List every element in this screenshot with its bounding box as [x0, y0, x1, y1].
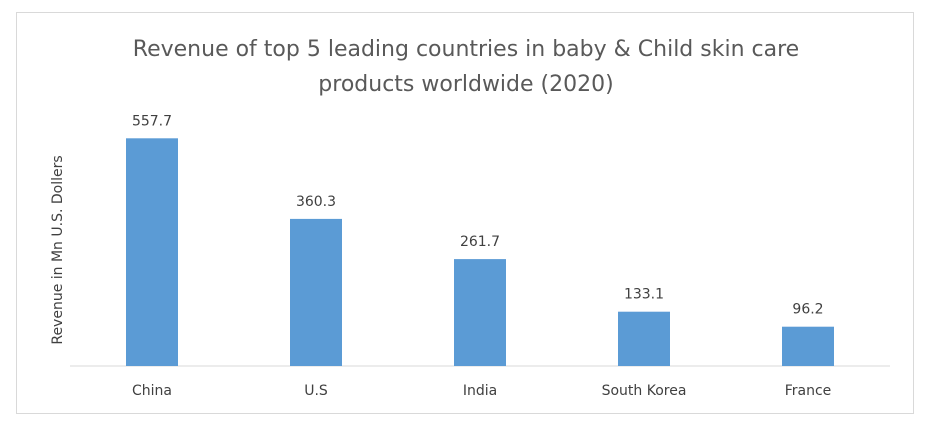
x-tick-label: South Korea	[602, 383, 687, 399]
data-label: 96.2	[792, 302, 823, 318]
chart-title-line-2: products worldwide (2020)	[318, 72, 613, 97]
x-tick-label: U.S	[304, 383, 328, 399]
data-label: 261.7	[460, 234, 500, 250]
bar-china	[126, 138, 178, 366]
bar-south-korea	[618, 311, 670, 366]
bar-india	[454, 259, 506, 366]
bar-u-s	[290, 218, 342, 366]
x-tick-label: France	[785, 383, 832, 399]
data-label: 557.7	[132, 113, 172, 129]
data-label: 360.3	[296, 194, 336, 210]
bar-france	[782, 326, 834, 366]
data-label: 133.1	[624, 287, 664, 303]
chart-title-line-1: Revenue of top 5 leading countries in ba…	[133, 37, 799, 62]
x-tick-label: China	[132, 383, 172, 399]
y-axis-label: Revenue in Mn U.S. Dollers	[50, 155, 66, 344]
x-tick-label: India	[463, 383, 497, 399]
bars-group: 557.7 China 360.3 U.S 261.7 India 133.1 South K…	[126, 113, 834, 399]
